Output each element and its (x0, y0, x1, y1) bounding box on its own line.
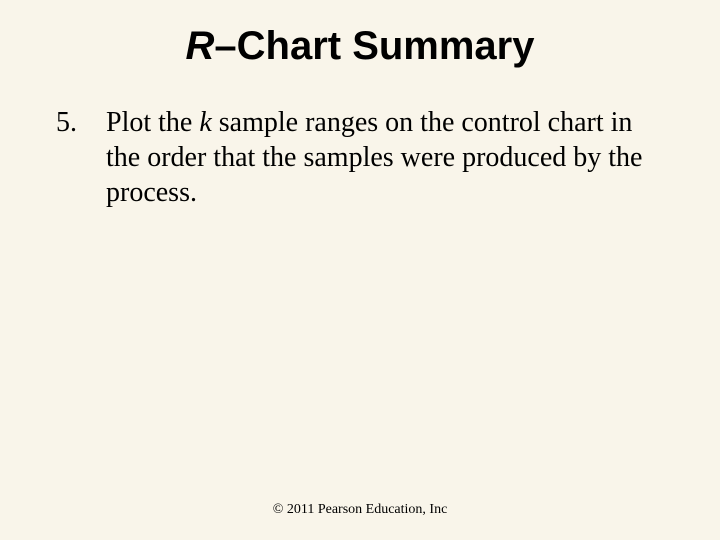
list-container: 5. Plot the k sample ranges on the contr… (0, 105, 720, 210)
title-prefix-italic: R (185, 24, 214, 68)
list-body: Plot the k sample ranges on the control … (106, 105, 660, 210)
body-italic: k (199, 107, 211, 138)
copyright-footer: © 2011 Pearson Education, Inc (0, 502, 720, 518)
title-rest: –Chart Summary (214, 24, 534, 68)
list-number: 5. (50, 105, 106, 210)
list-item: 5. Plot the k sample ranges on the contr… (50, 105, 660, 210)
slide-title: R–Chart Summary (0, 0, 720, 69)
body-pre: Plot the (106, 107, 199, 138)
